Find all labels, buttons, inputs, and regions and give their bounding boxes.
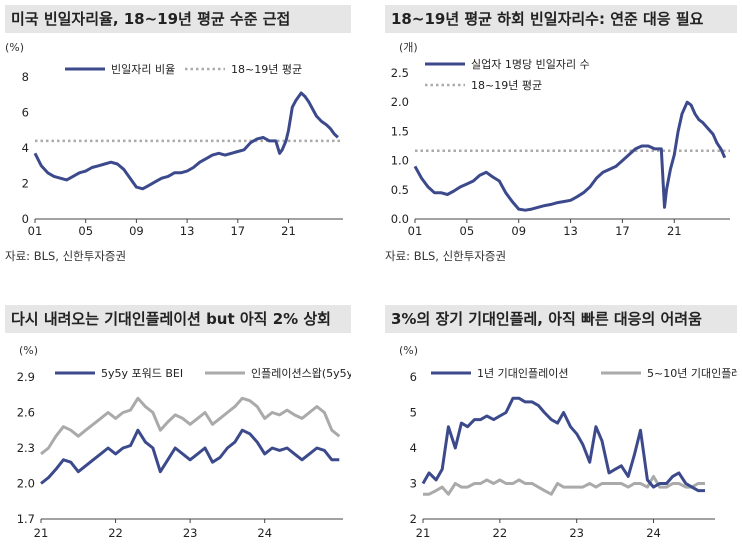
x-tick-label: 21 xyxy=(667,224,682,238)
x-tick-label: 01 xyxy=(28,224,43,238)
series-line xyxy=(40,428,340,485)
series-line xyxy=(33,91,339,191)
series-line xyxy=(413,100,727,212)
y-unit-label: (개) xyxy=(399,41,418,54)
y-tick-label: 2.6 xyxy=(17,406,35,420)
legend-label: 1년 기대인플레이션 xyxy=(477,367,568,380)
chart-title: 3%의 장기 기대인플레, 아직 빠른 대응의 어려움 xyxy=(385,305,737,333)
legend-label: 인플레이션스왑(5y5y) xyxy=(251,367,351,380)
x-tick-label: 22 xyxy=(493,526,508,540)
y-tick-label: 0 xyxy=(22,212,29,226)
x-tick-label: 05 xyxy=(460,224,475,238)
x-tick-label: 09 xyxy=(129,224,144,238)
y-unit-label: (%) xyxy=(19,344,38,357)
x-tick-label: 13 xyxy=(563,224,578,238)
y-tick-label: 2 xyxy=(410,512,417,526)
x-tick-label: 05 xyxy=(78,224,93,238)
y-tick-label: 6 xyxy=(22,106,29,120)
y-tick-label: 0.5 xyxy=(391,183,409,197)
x-tick-label: 24 xyxy=(646,526,661,540)
y-tick-label: 2.5 xyxy=(391,66,409,80)
x-tick-label: 23 xyxy=(183,526,198,540)
y-tick-label: 5 xyxy=(410,406,417,420)
legend-label: 빈일자리 비율 xyxy=(111,62,175,76)
y-unit-label: (%) xyxy=(5,41,24,54)
x-tick-label: 09 xyxy=(511,224,526,238)
y-tick-label: 2.3 xyxy=(17,441,35,455)
y-tick-label: 3 xyxy=(410,477,417,491)
chart-plot: (개) 0.0 0.5 1.0 1.5 2.0 2.5 01 05 09 13 17 21 실업자 1명당… xyxy=(391,41,730,238)
chart-panel-4: 3%의 장기 기대인플레, 아직 빠른 대응의 어려움 (%) 2 3 4 5 6 21 22… xyxy=(385,305,737,545)
y-tick-label: 1.7 xyxy=(17,512,35,526)
x-tick-label: 22 xyxy=(108,526,123,540)
chart-plot: (%) 1.7 2.0 2.3 2.6 2.9 21 22 23 24 5y5y 포워드 BEI 인플… xyxy=(17,344,351,540)
chart-title: 18~19년 평균 하회 빈일자리수: 연준 대응 필요 xyxy=(385,5,737,33)
chart-title: 미국 빈일자리율, 18~19년 평균 수준 근접 xyxy=(5,5,351,33)
x-tick-label: 17 xyxy=(230,224,245,238)
y-tick-label: 0.0 xyxy=(391,212,409,226)
y-tick-label: 1.5 xyxy=(391,124,409,138)
chart-source: 자료: BLS, 신한투자증권 xyxy=(385,249,507,263)
chart-panel-2: 18~19년 평균 하회 빈일자리수: 연준 대응 필요 (개) 0.0 0.5 1.… xyxy=(385,5,737,270)
legend-label: 18~19년 평균 xyxy=(471,79,542,92)
chart-source: 자료: BLS, 신한투자증권 xyxy=(5,249,127,263)
series-line xyxy=(423,474,705,496)
y-tick-label: 6 xyxy=(410,370,417,384)
x-tick-label: 01 xyxy=(408,224,423,238)
legend-label: 실업자 1명당 빈일자리 수 xyxy=(471,57,590,71)
x-tick-label: 21 xyxy=(281,224,296,238)
x-tick-label: 23 xyxy=(569,526,584,540)
y-tick-label: 4 xyxy=(410,441,417,455)
x-tick-label: 24 xyxy=(257,526,272,540)
y-tick-label: 2 xyxy=(22,177,29,191)
y-tick-label: 8 xyxy=(22,70,29,84)
y-tick-label: 2.0 xyxy=(391,95,409,109)
series-line xyxy=(40,396,341,456)
legend-label: 18~19년 평균 xyxy=(231,63,302,76)
y-tick-label: 1.0 xyxy=(391,154,409,168)
chart-panel-1: 미국 빈일자리율, 18~19년 평균 수준 근접 (%) 0 2 4 6 8 01 05 09… xyxy=(5,5,351,270)
y-unit-label: (%) xyxy=(399,344,418,357)
y-tick-label: 2.0 xyxy=(17,477,35,491)
x-tick-label: 17 xyxy=(615,224,630,238)
chart-plot: (%) 0 2 4 6 8 01 05 09 13 17 21 빈일자리 비율 18~19년 평균 xyxy=(5,41,343,238)
chart-title: 다시 내려오는 기대인플레이션 but 아직 2% 상회 xyxy=(5,305,351,333)
x-tick-label: 21 xyxy=(34,526,49,540)
y-tick-label: 4 xyxy=(22,141,29,155)
series-line xyxy=(421,396,705,493)
x-tick-label: 13 xyxy=(180,224,195,238)
chart-panel-3: 다시 내려오는 기대인플레이션 but 아직 2% 상회 (%) 1.7 2.0 2.… xyxy=(5,305,351,545)
legend-label: 5~10년 기대인플레이션 xyxy=(647,367,737,380)
y-tick-label: 2.9 xyxy=(17,370,35,384)
x-tick-label: 21 xyxy=(416,526,431,540)
legend-label: 5y5y 포워드 BEI xyxy=(101,367,183,380)
